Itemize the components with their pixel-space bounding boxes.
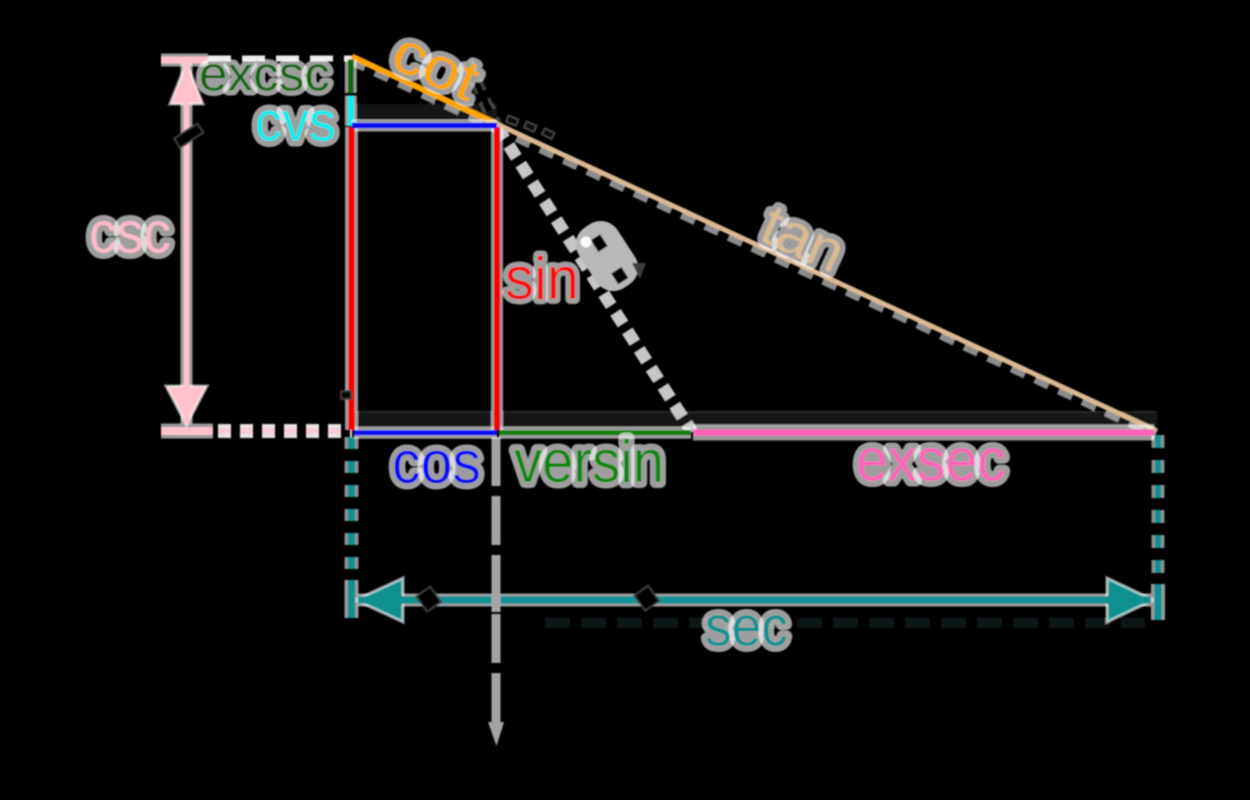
svg-text:versin: versin xyxy=(514,428,664,495)
svg-text:sin: sin xyxy=(505,245,579,312)
svg-text:sec: sec xyxy=(705,595,788,659)
svg-text:cvs: cvs xyxy=(255,90,336,153)
svg-text:cos: cos xyxy=(392,429,481,496)
svg-text:excsc: excsc xyxy=(199,48,330,102)
svg-text:exsec: exsec xyxy=(856,427,1006,494)
svg-text:csc: csc xyxy=(89,201,171,266)
